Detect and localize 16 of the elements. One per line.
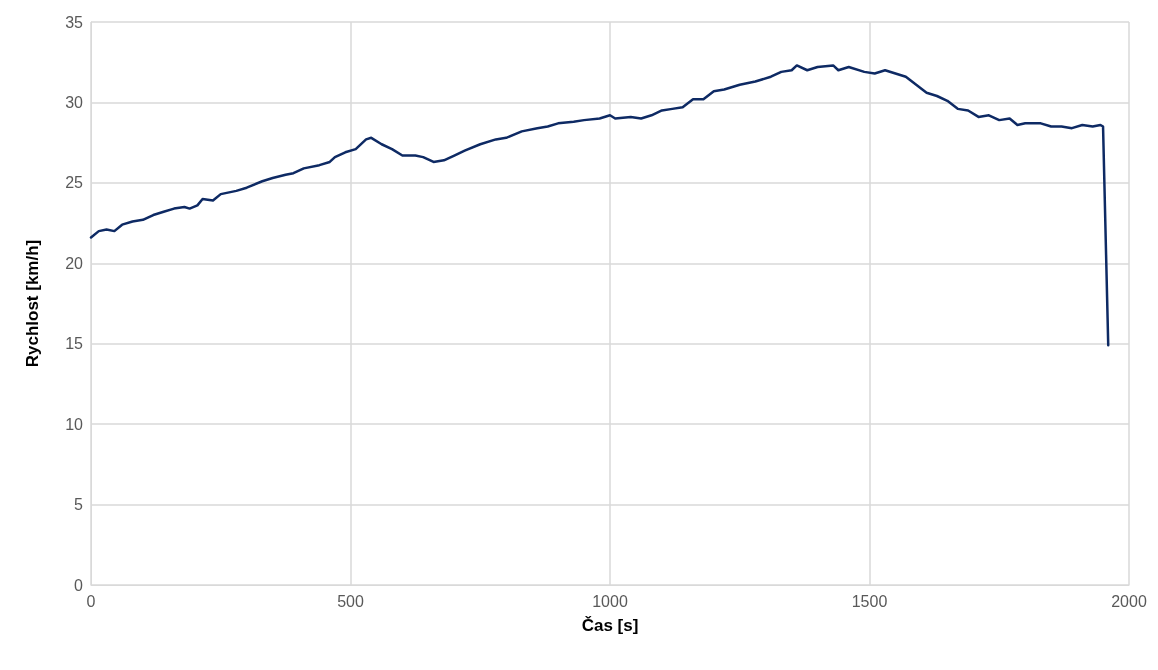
line-series <box>89 64 1110 347</box>
y-tick-label: 20 <box>65 254 84 272</box>
y-tick-label: 25 <box>65 174 84 192</box>
y-tick-label: 30 <box>65 93 84 111</box>
x-tick-label: 1000 <box>592 592 628 610</box>
y-tick-label: 0 <box>74 576 84 594</box>
x-tick-label: 0 <box>86 592 96 610</box>
y-tick-label: 5 <box>74 496 84 514</box>
x-axis-title: Čas [s] <box>581 616 639 635</box>
y-tick-label: 10 <box>65 415 84 433</box>
y-axis-title: Rychlost [km/h] <box>23 239 42 368</box>
x-tick-label: 1500 <box>851 592 888 610</box>
y-tick-label: 15 <box>65 335 84 353</box>
x-tick-label: 2000 <box>1111 592 1147 610</box>
x-tick-label: 500 <box>337 592 364 610</box>
y-tick-label: 35 <box>65 13 84 31</box>
